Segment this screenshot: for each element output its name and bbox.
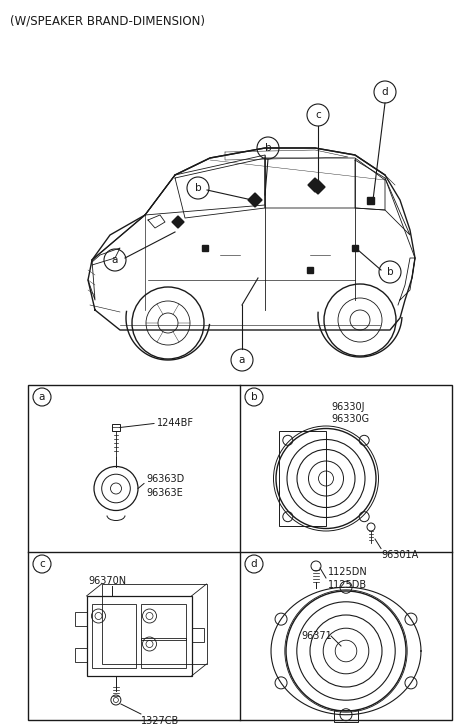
Text: b: b: [251, 392, 257, 402]
Bar: [28, 385, 452, 720]
Text: c: c: [315, 110, 321, 120]
Polygon shape: [308, 178, 322, 192]
Text: b: b: [265, 143, 271, 153]
Bar: [307, 267, 313, 273]
Text: 1125DB: 1125DB: [328, 580, 367, 590]
Bar: [191, 628, 204, 642]
Text: 96363D: 96363D: [146, 473, 184, 483]
Text: 96363E: 96363E: [146, 488, 183, 497]
Bar: [75, 648, 86, 662]
Text: 1125DN: 1125DN: [328, 567, 368, 577]
Bar: [141, 638, 186, 668]
Text: 96330G: 96330G: [331, 414, 369, 424]
Text: 96371: 96371: [301, 631, 332, 641]
Polygon shape: [311, 180, 325, 194]
Bar: [334, 710, 358, 722]
Text: b: b: [195, 183, 201, 193]
Text: d: d: [382, 87, 389, 97]
Text: a: a: [112, 255, 118, 265]
Text: d: d: [251, 559, 257, 569]
Polygon shape: [248, 193, 262, 207]
Bar: [141, 604, 186, 640]
Text: 1327CB: 1327CB: [141, 716, 179, 726]
Bar: [202, 245, 208, 251]
Bar: [75, 612, 86, 626]
Text: c: c: [39, 559, 45, 569]
Bar: [101, 584, 206, 664]
Bar: [278, 431, 326, 526]
Text: 96301A: 96301A: [381, 550, 418, 561]
Text: (W/SPEAKER BRAND-DIMENSION): (W/SPEAKER BRAND-DIMENSION): [10, 14, 205, 27]
Text: 1244BF: 1244BF: [157, 419, 194, 428]
Text: 96330J: 96330J: [331, 402, 365, 412]
Text: 96370N: 96370N: [89, 576, 127, 586]
Bar: [112, 424, 120, 430]
Text: a: a: [39, 392, 45, 402]
Bar: [92, 604, 135, 668]
Polygon shape: [172, 216, 184, 228]
Text: a: a: [239, 355, 245, 365]
Text: b: b: [387, 267, 393, 277]
Bar: [352, 245, 358, 251]
Bar: [367, 196, 374, 204]
Bar: [86, 596, 191, 676]
